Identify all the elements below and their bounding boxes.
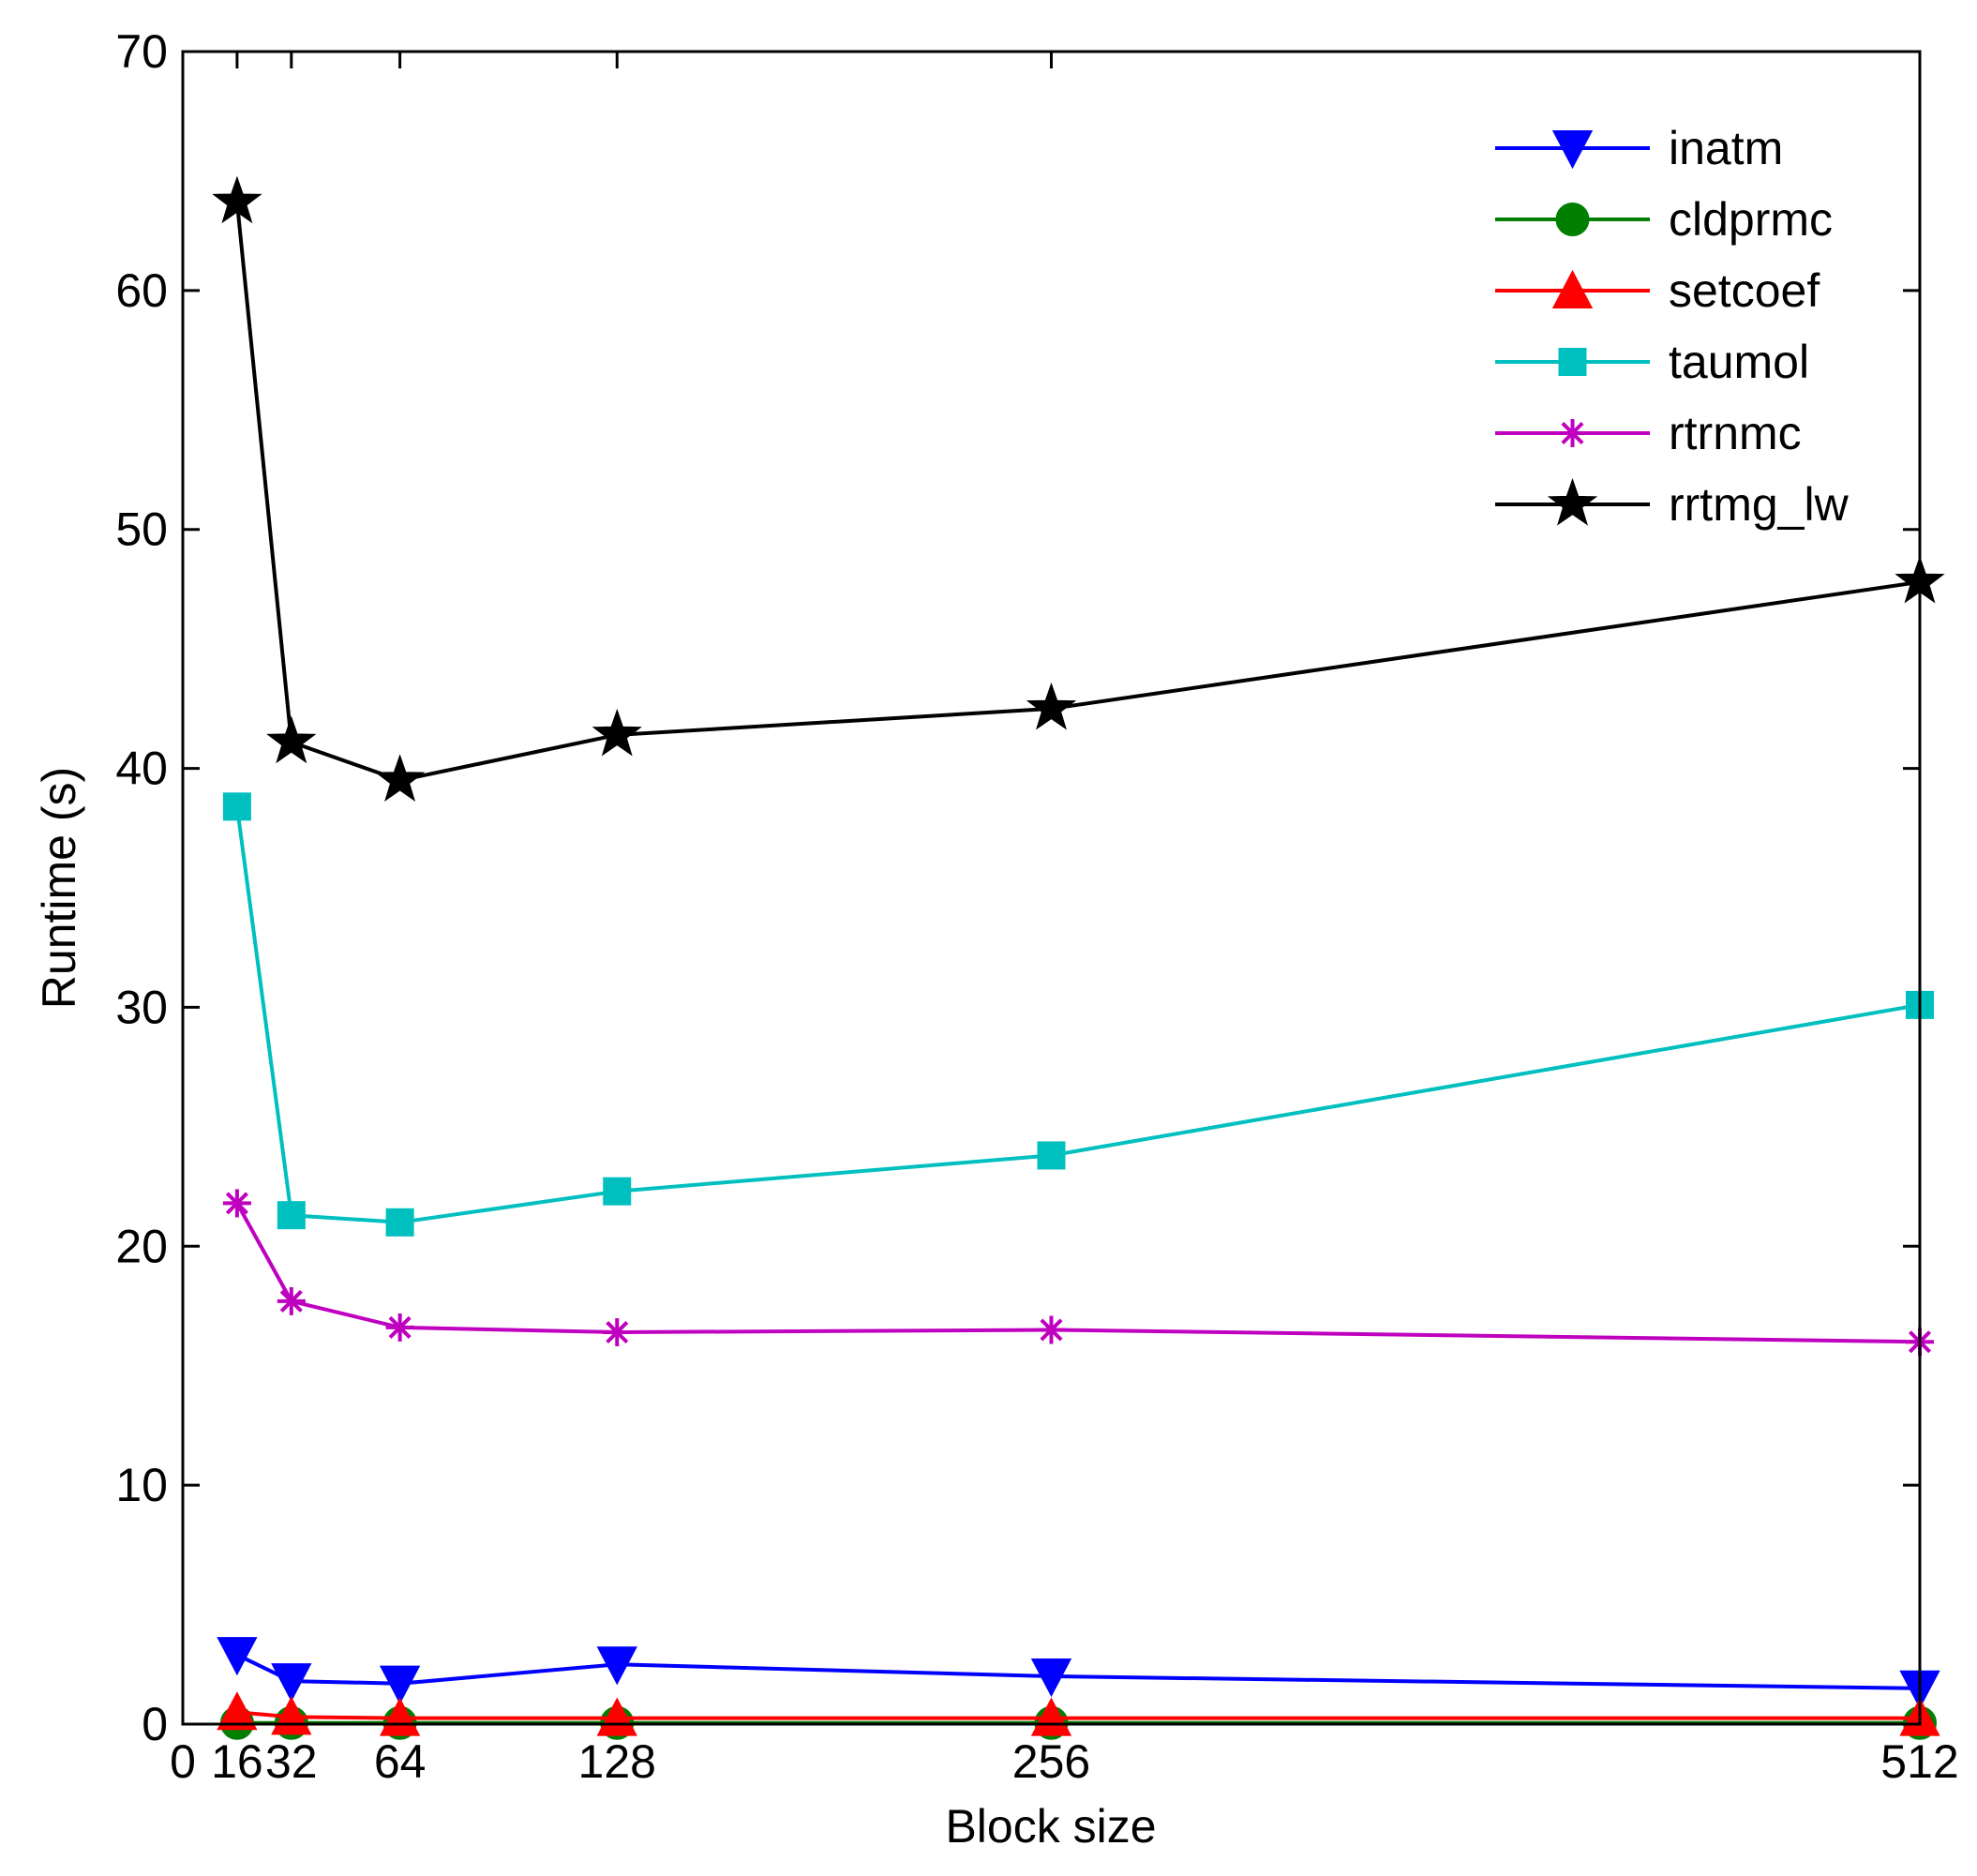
series-rtrnmc [222,1189,1934,1357]
data-point-rrtmg_lw [266,715,317,764]
series-layer [212,175,1945,1740]
series-setcoef [217,1691,1940,1736]
series-inatm [217,1637,1940,1709]
x-tick-label: 16 [211,1735,263,1788]
data-point-inatm [596,1646,637,1686]
data-point-rrtmg_lw [212,175,262,224]
legend-label: inatm [1669,122,1783,174]
x-tick-label: 256 [1012,1735,1090,1788]
data-point-setcoef [1030,1697,1072,1736]
legend-label: taumol [1669,336,1809,388]
legend-label: rtrnmc [1669,407,1802,459]
y-tick-label: 10 [115,1459,168,1511]
series-line-setcoef [236,1710,1920,1720]
x-tick-label: 32 [265,1735,318,1788]
x-tick-label: 512 [1880,1735,1958,1788]
data-point-setcoef [596,1697,637,1736]
data-point-setcoef [379,1697,421,1736]
data-point-inatm [217,1637,258,1676]
series-line-taumol [234,806,1921,1224]
x-axis-label: Block size [945,1800,1156,1853]
legend-item-rrtmg_lw: rrtmg_lw [1495,477,1850,531]
data-point-rtrnmc [277,1286,306,1315]
legend-label: setcoef [1669,264,1820,317]
data-point-rtrnmc [222,1189,251,1218]
plot-area-frame [181,50,1922,1726]
data-point-taumol [277,1201,306,1230]
data-point-setcoef [217,1691,258,1731]
axis-ticks [181,50,1922,1726]
data-point-taumol [603,1177,632,1206]
legend-item-rtrnmc: rtrnmc [1495,407,1802,459]
y-tick-label: 60 [115,264,168,317]
legend-marker [1547,477,1598,526]
data-point-rtrnmc [1037,1315,1066,1344]
y-axis-label: Runtime (s) [33,767,85,1009]
data-point-taumol [1037,1141,1066,1170]
series-line-rtrnmc [235,1202,1921,1344]
legend-marker [1558,419,1587,447]
data-point-taumol [222,792,251,821]
y-tick-label: 20 [115,1220,168,1272]
x-tick-label: 128 [578,1735,656,1788]
legend-label: cldprmc [1669,193,1833,246]
y-tick-label: 30 [115,981,168,1033]
legend-item-setcoef: setcoef [1495,264,1820,317]
legend: inatm cldprmc setcoef taumol rtrnmc rrtmg_lw [1495,122,1850,531]
series-line-rrtmg_lw [234,202,1921,783]
legend-marker [1558,348,1587,376]
data-point-inatm [1030,1658,1072,1698]
x-tick-label: 0 [170,1735,196,1788]
data-point-inatm [379,1665,421,1704]
data-point-rrtmg_lw [1026,682,1077,730]
y-tick-label: 70 [115,25,168,78]
x-tick-label: 64 [374,1735,427,1788]
legend-label: rrtmg_lw [1669,478,1850,531]
tick-labels: 0 16 32 64 128 256 512 0 10 20 30 40 50 60 70 [115,25,1958,1788]
y-tick-label: 50 [115,503,168,556]
legend-item-cldprmc: cldprmc [1495,193,1833,246]
series-line-inatm [236,1653,1921,1690]
legend-marker [1551,130,1594,170]
y-tick-label: 0 [142,1698,168,1750]
data-point-taumol [385,1208,414,1237]
series-taumol [222,792,1934,1237]
legend-marker [1555,203,1590,236]
data-point-rtrnmc [603,1318,632,1347]
legend-item-inatm: inatm [1495,122,1783,174]
data-point-rrtmg_lw [374,754,426,802]
legend-item-taumol: taumol [1495,336,1809,388]
data-point-rrtmg_lw [592,708,642,757]
legend-marker [1551,269,1594,308]
y-tick-label: 40 [115,743,168,795]
data-point-rtrnmc [385,1313,414,1342]
data-point-inatm [271,1663,312,1703]
